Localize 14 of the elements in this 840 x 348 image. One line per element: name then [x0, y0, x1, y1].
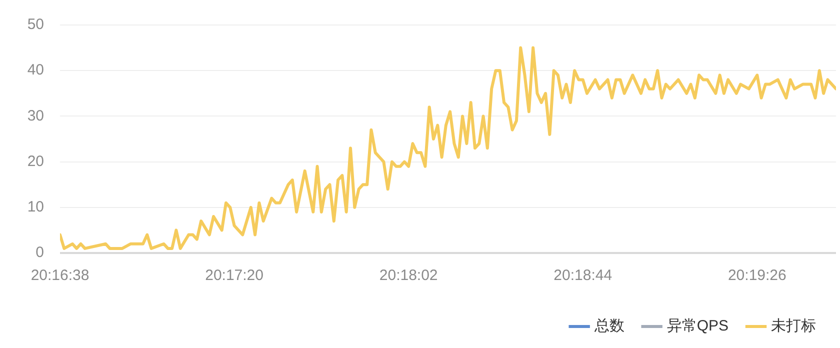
y-tick-label: 30: [27, 107, 44, 124]
legend-label: 总数: [593, 318, 624, 335]
x-tick-label: 20:17:20: [205, 267, 264, 284]
y-tick-label: 0: [36, 244, 44, 262]
y-tick-label: 50: [27, 16, 44, 34]
y-tick-label: 10: [27, 198, 44, 216]
y-tick-label: 20: [27, 152, 44, 170]
y-tick-label: 40: [27, 62, 44, 79]
x-tick-label: 20:19:26: [728, 267, 786, 284]
x-tick-label: 20:16:38: [30, 267, 90, 284]
x-tick-label: 20:18:44: [554, 267, 612, 284]
legend-label: 未打标: [771, 318, 816, 335]
legend-label: 异常QPS: [666, 318, 729, 335]
x-tick-label: 20:18:02: [379, 267, 438, 284]
